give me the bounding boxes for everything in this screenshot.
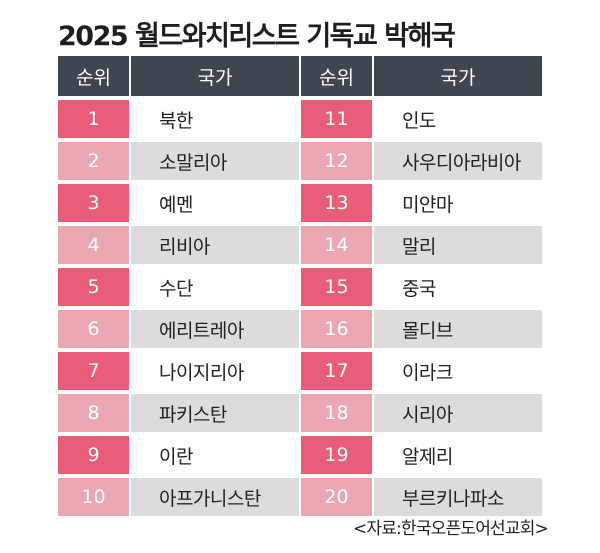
table-row: 10 아프가니스탄 20 부르키나파소	[58, 478, 542, 516]
country-cell: 북한	[130, 100, 299, 138]
table-row: 5 수단 15 중국	[58, 268, 542, 306]
persecution-ranking-table: 순위 국가 순위 국가 1 북한 11 인도 2 소말리아 12 사우디아라비아 3 예멘 13 미얀…	[58, 56, 542, 516]
rank-cell: 17	[300, 352, 372, 390]
country-cell: 이라크	[373, 352, 542, 390]
rank-cell: 4	[58, 226, 129, 264]
header-rank-left: 순위	[58, 56, 130, 96]
table-header: 순위 국가 순위 국가	[58, 56, 542, 96]
source-note: <자료:한국오픈도어선교회>	[352, 519, 549, 539]
rank-cell: 6	[58, 310, 129, 348]
rank-cell: 11	[300, 100, 372, 138]
rank-cell: 2	[58, 142, 129, 180]
country-cell: 이란	[130, 436, 299, 474]
rank-cell: 5	[58, 268, 129, 306]
rank-cell: 18	[300, 394, 372, 432]
rank-cell: 8	[58, 394, 129, 432]
country-cell: 아프가니스탄	[130, 478, 299, 516]
rank-cell: 20	[300, 478, 372, 516]
table-row: 4 리비아 14 말리	[58, 226, 542, 264]
rank-cell: 9	[58, 436, 129, 474]
header-country-left: 국가	[131, 56, 300, 96]
country-cell: 수단	[130, 268, 299, 306]
table-row: 1 북한 11 인도	[58, 100, 542, 138]
country-cell: 중국	[373, 268, 542, 306]
country-cell: 소말리아	[130, 142, 299, 180]
rank-cell: 12	[300, 142, 372, 180]
country-cell: 몰디브	[373, 310, 542, 348]
country-cell: 부르키나파소	[373, 478, 542, 516]
table-row: 6 에리트레아 16 몰디브	[58, 310, 542, 348]
rank-cell: 1	[58, 100, 129, 138]
country-cell: 인도	[373, 100, 542, 138]
country-cell: 에리트레아	[130, 310, 299, 348]
country-cell: 예멘	[130, 184, 299, 222]
header-rank-right: 순위	[300, 56, 373, 96]
table-row: 9 이란 19 알제리	[58, 436, 542, 474]
country-cell: 사우디아라비아	[373, 142, 542, 180]
rank-cell: 10	[58, 478, 129, 516]
table-row: 7 나이지리아 17 이라크	[58, 352, 542, 390]
country-cell: 리비아	[130, 226, 299, 264]
country-cell: 알제리	[373, 436, 542, 474]
country-cell: 파키스탄	[130, 394, 299, 432]
country-cell: 시리아	[373, 394, 542, 432]
rank-cell: 15	[300, 268, 372, 306]
rank-cell: 16	[300, 310, 372, 348]
table-row: 2 소말리아 12 사우디아라비아	[58, 142, 542, 180]
header-country-right: 국가	[374, 56, 542, 96]
rank-cell: 7	[58, 352, 129, 390]
table-row: 3 예멘 13 미얀마	[58, 184, 542, 222]
country-cell: 미얀마	[373, 184, 542, 222]
rank-cell: 13	[300, 184, 372, 222]
table-row: 8 파키스탄 18 시리아	[58, 394, 542, 432]
rank-cell: 14	[300, 226, 372, 264]
rank-cell: 3	[58, 184, 129, 222]
rank-cell: 19	[300, 436, 372, 474]
country-cell: 나이지리아	[130, 352, 299, 390]
country-cell: 말리	[373, 226, 542, 264]
page-title: 2025 월드와치리스트 기독교 박해국	[58, 21, 456, 52]
